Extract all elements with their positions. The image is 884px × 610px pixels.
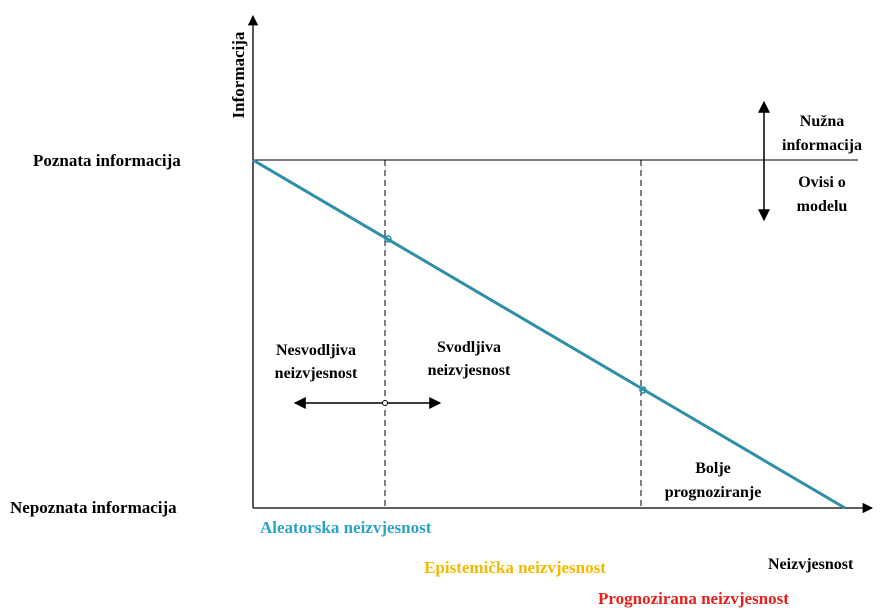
bottom-level: Nepoznata informacija: [10, 498, 177, 517]
x-label: Neizvjesnost: [768, 556, 854, 573]
annotation: neizvjesnost: [428, 362, 511, 379]
annotation: informacija: [782, 137, 862, 154]
top-level: Poznata informacija: [33, 151, 181, 170]
annotation: prognoziranje: [665, 484, 762, 501]
annotation: Nužna: [800, 113, 844, 130]
legend-aleatoric: Aleatorska neizvjesnost: [260, 518, 432, 537]
annotation: modelu: [797, 198, 848, 215]
annotation: Ovisi o: [798, 174, 846, 191]
legend-predicted: Prognozirana neizvjesnost: [598, 589, 789, 608]
point: [382, 400, 388, 406]
annotation: neizvjesnost: [275, 365, 358, 382]
annotation: Nesvodljiva: [276, 342, 356, 359]
annotation: Svodljiva: [437, 339, 501, 356]
uncertainty-line: [252, 158, 846, 510]
point: [384, 235, 392, 243]
legend-epistemic: Epistemička neizvjesnost: [424, 558, 606, 577]
point: [639, 386, 647, 394]
annotation: Bolje: [695, 460, 731, 477]
y-label: Informacija: [229, 31, 248, 118]
